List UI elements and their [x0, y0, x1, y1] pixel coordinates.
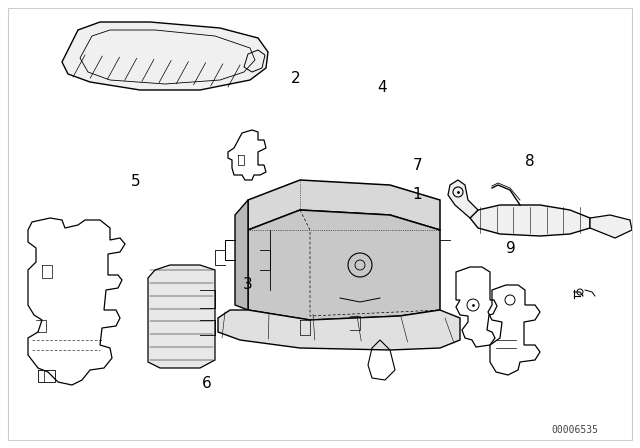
Polygon shape: [62, 22, 268, 90]
Text: 9: 9: [506, 241, 515, 256]
Polygon shape: [218, 310, 460, 350]
Text: 3: 3: [243, 277, 253, 292]
Polygon shape: [148, 265, 215, 368]
Polygon shape: [448, 180, 478, 218]
Polygon shape: [590, 215, 632, 238]
Polygon shape: [248, 210, 440, 320]
Text: 7: 7: [413, 158, 422, 173]
Text: 00006535: 00006535: [552, 425, 598, 435]
Text: 6: 6: [202, 375, 211, 391]
Text: 4: 4: [378, 80, 387, 95]
Polygon shape: [248, 180, 440, 230]
Text: 2: 2: [291, 71, 301, 86]
Text: 8: 8: [525, 154, 534, 169]
Text: 5: 5: [131, 174, 141, 189]
Polygon shape: [470, 205, 590, 236]
Polygon shape: [235, 200, 248, 310]
Text: 1: 1: [413, 187, 422, 202]
